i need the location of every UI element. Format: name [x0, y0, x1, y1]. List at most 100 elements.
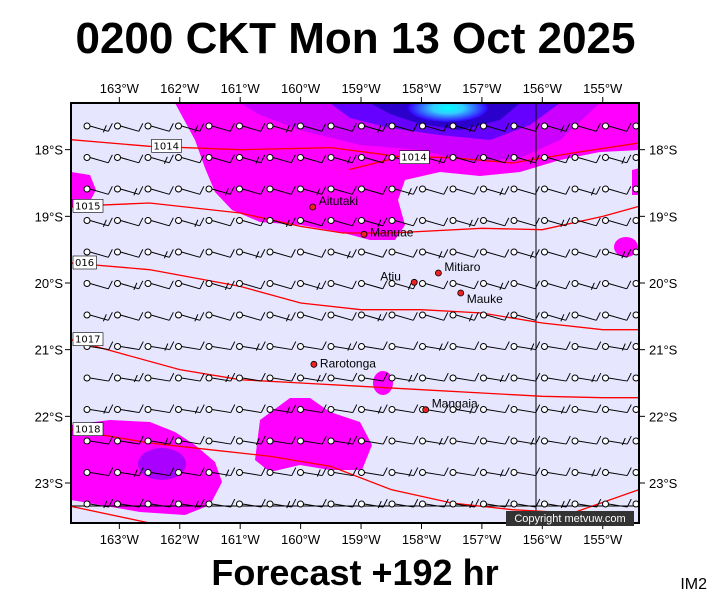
wind-barb	[236, 154, 266, 165]
wind-barb	[205, 248, 235, 258]
lon-label-top: 162°W	[160, 81, 200, 96]
wind-barb	[327, 341, 358, 351]
wind-barb	[297, 435, 327, 445]
isobar-labels: 1014 1014 1015 016 1017 1018	[72, 139, 430, 436]
wind-barb	[632, 280, 639, 287]
wind-barb	[83, 372, 114, 382]
wind-barb	[632, 217, 639, 224]
wind-barb	[297, 185, 327, 196]
lat-label-right: 18°S	[649, 143, 678, 158]
place-marker	[360, 230, 368, 238]
wind-barb	[571, 122, 601, 132]
wind-barb	[114, 311, 144, 321]
wind-barb	[205, 467, 236, 477]
wind-barb	[358, 372, 388, 382]
wind-barb	[510, 217, 540, 227]
wind-barb	[83, 154, 113, 164]
wind-barb	[114, 372, 144, 383]
wind-barb	[114, 280, 144, 291]
lon-label-top: 155°W	[583, 81, 623, 96]
wind-barb	[266, 341, 297, 351]
wind-barb	[602, 248, 632, 259]
place-name: Aitutaki	[319, 194, 358, 208]
wind-barb	[358, 467, 388, 477]
wind-barb	[541, 122, 571, 133]
wind-barb	[632, 469, 639, 476]
wind-barb	[480, 122, 510, 132]
wind-barb	[83, 248, 113, 258]
isobar-label: 1017	[72, 332, 104, 346]
lat-label-right: 20°S	[649, 276, 678, 291]
lon-label-bottom: 157°W	[462, 532, 502, 547]
wind-barb	[541, 185, 571, 195]
wind-barb	[632, 185, 639, 193]
wind-barb	[266, 154, 296, 164]
place-marker	[310, 360, 318, 368]
wind-barb	[83, 280, 113, 290]
wind-barb	[175, 404, 205, 414]
lat-label-left: 20°S	[35, 276, 64, 291]
rain-area-south-center	[255, 398, 372, 472]
wind-barb	[144, 217, 174, 227]
wind-barb	[114, 435, 144, 445]
wind-barb	[83, 311, 113, 322]
wind-barb	[297, 280, 327, 291]
wind-barb	[144, 248, 174, 259]
wind-barb	[175, 372, 205, 382]
wind-barb	[175, 311, 205, 322]
wind-barb	[358, 154, 388, 164]
wind-barb	[632, 437, 639, 445]
wind-barb	[632, 248, 639, 256]
wind-barb	[266, 248, 296, 258]
wind-barb	[632, 374, 639, 382]
wind-barb	[571, 280, 601, 291]
wind-barb	[327, 248, 357, 259]
wind-barb	[175, 280, 205, 290]
wind-barb	[510, 372, 541, 382]
place-name: Manuae	[370, 225, 414, 239]
wind-barb	[236, 122, 266, 132]
wind-barb	[480, 372, 510, 383]
wind-barb	[602, 154, 632, 165]
wind-barb	[419, 341, 449, 351]
wind-barb	[571, 248, 601, 258]
isobar-line	[71, 339, 639, 399]
wind-barb	[449, 404, 480, 414]
wind-barb	[266, 372, 297, 382]
wind-barb	[449, 248, 479, 258]
wind-barb	[297, 467, 327, 477]
place-markers: Aitutaki Manuae Atiu Mitiaro Mauke Rarotonga M…	[309, 194, 503, 414]
wind-barb	[144, 467, 175, 477]
wind-barb	[571, 467, 602, 477]
wind-barb	[602, 341, 632, 351]
isobar-label: 016	[72, 255, 97, 270]
lon-label-bottom: 158°W	[402, 532, 442, 547]
wind-barb	[358, 311, 388, 322]
wind-barb	[144, 154, 174, 165]
wind-barb	[449, 122, 479, 133]
wind-barb	[388, 217, 418, 227]
wind-barb	[388, 435, 419, 445]
wind-barb	[297, 154, 327, 164]
lon-label-top: 161°W	[221, 81, 261, 96]
wind-barb	[510, 467, 541, 477]
lat-label-left: 18°S	[35, 143, 64, 158]
wind-barb	[175, 498, 205, 509]
wind-barb	[205, 372, 236, 383]
lon-label-top: 163°W	[100, 81, 140, 96]
wind-barb	[205, 185, 235, 196]
isobar-label-text: 1017	[75, 335, 100, 346]
wind-barb	[388, 341, 419, 351]
wind-barb	[510, 435, 541, 446]
wind-barb	[571, 498, 602, 508]
wind-barb	[144, 341, 175, 351]
wind-barb	[83, 467, 114, 477]
wind-barb	[327, 217, 357, 227]
wind-barb	[358, 248, 388, 258]
wind-barb	[114, 467, 144, 477]
wind-barb	[266, 435, 297, 445]
wind-barb	[236, 341, 266, 351]
wind-barb	[510, 341, 541, 351]
